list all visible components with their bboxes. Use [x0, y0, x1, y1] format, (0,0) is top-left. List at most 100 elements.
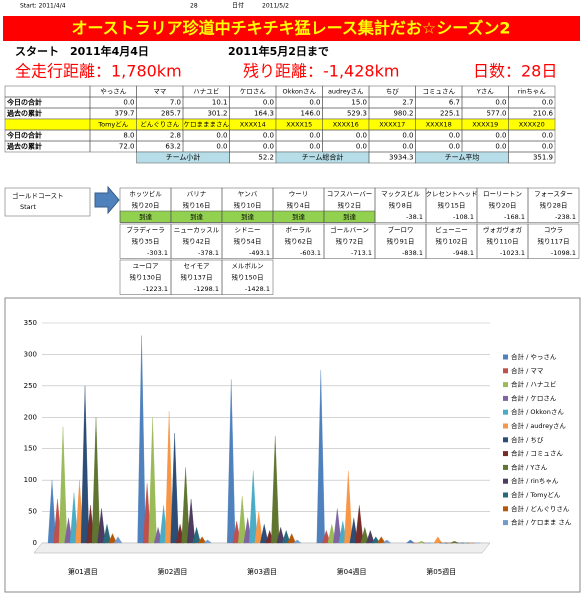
cone	[227, 379, 236, 544]
cone	[238, 495, 247, 544]
stop-text: -713.1	[351, 249, 372, 257]
stop-text: -38.1	[406, 213, 423, 221]
cell-value: 0.0	[495, 143, 506, 151]
stop-text: 残り117日	[538, 236, 570, 245]
player-name: ケロまままさん	[184, 121, 230, 129]
date-label: 日付	[232, 2, 244, 10]
team-label: チーム平均	[445, 153, 480, 162]
days-count: 28	[190, 3, 198, 10]
chart-frame	[4, 297, 581, 593]
cone	[137, 335, 146, 544]
stop-text: -1428.1	[245, 285, 270, 293]
x-tick-label: 第02週目	[157, 567, 187, 576]
legend-label: 合計 / Tomyどん	[511, 490, 561, 499]
stop-text: ブーロワ	[388, 225, 414, 234]
stop-text: コウラ	[544, 226, 563, 234]
cell-value: 6.7	[449, 99, 460, 107]
cell-value: 0.0	[449, 132, 460, 140]
x-tick-label: 第03週目	[247, 567, 277, 576]
stop-text: ヴォガヴォガ	[483, 225, 523, 234]
cell-value: 577.0	[486, 110, 506, 118]
legend-label: 合計 / ケロさん	[511, 393, 557, 402]
stop-cell	[221, 259, 274, 295]
start-arrow	[94, 185, 120, 215]
player-name: audreyさん	[328, 88, 364, 96]
legend-label: 合計 / やっさん	[511, 352, 557, 361]
cone	[371, 536, 381, 544]
cell-value: 0.0	[542, 99, 553, 107]
cell-value: 0.0	[309, 132, 320, 140]
stop-text: -303.1	[147, 249, 168, 257]
legend-label: 合計 / audreyさん	[511, 421, 566, 430]
stop-text: -948.1	[453, 249, 474, 257]
cone	[108, 533, 117, 544]
legend-swatch	[503, 368, 508, 374]
cone	[69, 492, 79, 544]
cell-value: 0.0	[123, 99, 134, 107]
cell-value: 10.1	[212, 99, 228, 107]
stop-text: ビューニー	[435, 225, 468, 234]
legend-swatch	[503, 437, 508, 443]
stop-text: ウーリ	[289, 190, 309, 198]
team-label: チーム総合計	[302, 153, 344, 162]
stop-text: マックスビル	[381, 189, 420, 198]
player-name: rinちゃん	[518, 88, 547, 96]
cell-value: 0.0	[356, 143, 367, 151]
cell-value: 164.3	[254, 110, 274, 118]
y-tick-label: 200	[24, 413, 37, 421]
cell-value: 72.0	[119, 143, 135, 151]
total-distance: 全走行距離：1,780km	[15, 62, 182, 81]
cone	[271, 436, 280, 544]
stop-text: -168.1	[504, 213, 525, 221]
stop-text: 到達	[241, 212, 255, 221]
stop-text: 残り62日	[285, 236, 313, 245]
player-name: XXXX15	[286, 121, 312, 129]
y-tick-label: 100	[24, 476, 37, 484]
cell-value: 285.7	[161, 110, 181, 118]
cell-value: 0.0	[495, 132, 506, 140]
stop-text: ニューカッスル	[174, 226, 220, 234]
legend-swatch	[503, 395, 508, 401]
stop-text: ヤンバ	[238, 190, 258, 198]
stop-text: 残り150日	[232, 272, 264, 281]
cell-value: 0.0	[216, 143, 227, 151]
cone	[102, 524, 112, 544]
stop-text: シドニー	[235, 226, 261, 234]
stop-text: コフスハーバー	[327, 190, 372, 198]
stop-text: ゴールバーン	[330, 225, 369, 234]
stop-text: ユーロア	[133, 262, 160, 270]
player-name: XXXX20	[519, 121, 545, 129]
stop-text: 到達	[190, 212, 204, 221]
day-count: 日数：28日	[473, 62, 557, 81]
stop-text: セイモア	[184, 262, 211, 270]
player-name: Yさん	[476, 88, 494, 96]
cell-value: 0.0	[263, 99, 274, 107]
stop-text: 残り15日	[438, 200, 466, 209]
cell-value: 0.0	[263, 143, 274, 151]
stop-text: 残り35日	[132, 236, 160, 245]
title: オーストラリア珍道中チキチキ猛レース集計だお☆シーズン2	[71, 19, 510, 38]
cell-value: 0.0	[356, 132, 367, 140]
stop-text: 残り137日	[181, 272, 213, 281]
cone	[197, 536, 207, 544]
chart-floor	[33, 542, 491, 554]
x-tick-label: 第01週目	[68, 567, 98, 576]
legend-swatch	[503, 478, 508, 484]
cell-value: 146.0	[300, 110, 320, 118]
legend-label: 合計 / rinちゃん	[511, 476, 559, 485]
player-name: XXXX14	[240, 121, 266, 129]
cone	[186, 498, 196, 544]
cone	[344, 470, 353, 544]
cone	[322, 529, 331, 544]
stop-text: -1298.1	[194, 285, 219, 293]
cell-value: 0.0	[449, 143, 460, 151]
legend-swatch	[503, 354, 508, 360]
cell-value: 301.2	[207, 110, 227, 118]
stop-text: 到達	[343, 212, 357, 221]
stop-text: -1223.1	[143, 285, 168, 293]
stop-text: 残り4日	[287, 200, 311, 209]
y-tick-label: 150	[24, 445, 37, 453]
cell-value: 529.3	[347, 110, 367, 118]
player-name: Tomyどん	[97, 121, 129, 129]
